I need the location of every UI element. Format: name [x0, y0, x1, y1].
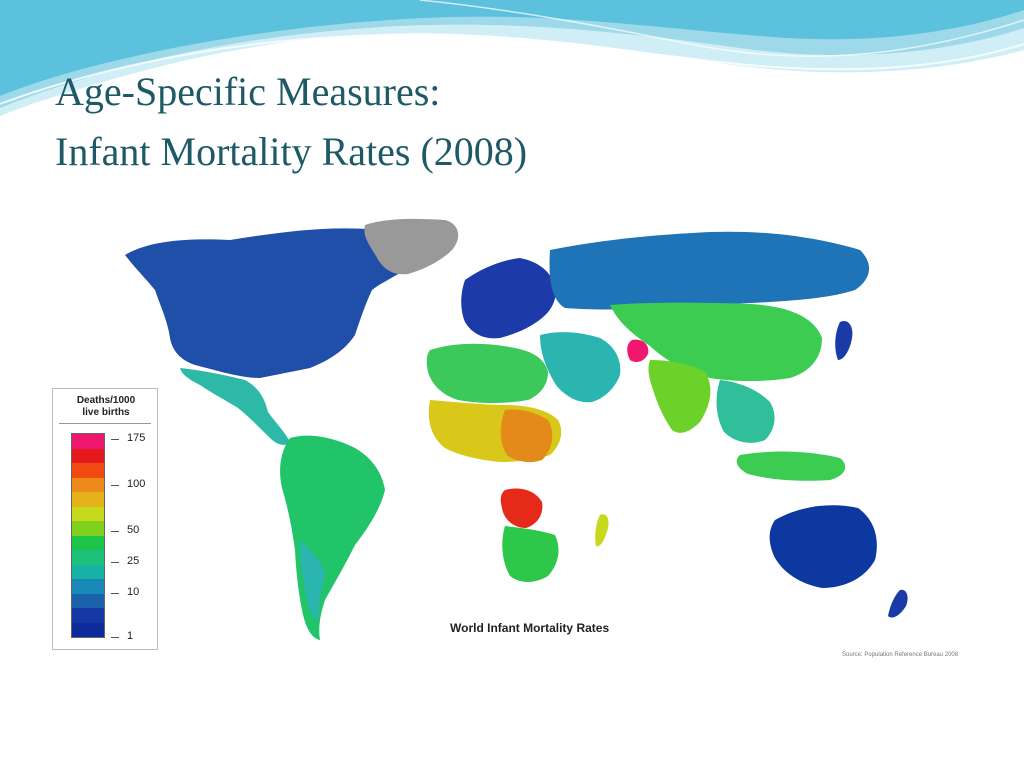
- region-madagascar: [595, 514, 609, 547]
- header-wave-decoration: [0, 0, 1024, 116]
- region-japan: [835, 320, 853, 360]
- region-central-asia-china: [610, 302, 822, 381]
- legend-color-swatch: [72, 564, 104, 579]
- legend-title-line2: live births: [82, 407, 130, 418]
- world-map: [125, 218, 908, 640]
- legend-color-swatch: [72, 506, 104, 521]
- legend-tick-1: 1: [127, 630, 134, 642]
- legend-tick-line: [111, 637, 119, 638]
- legend-color-swatch: [72, 521, 104, 536]
- legend-color-scale: [71, 433, 105, 638]
- legend-tick-25: 25: [127, 555, 140, 567]
- region-middle-east: [540, 332, 621, 403]
- legend-color-swatch: [72, 608, 104, 623]
- region-north-america: [125, 228, 414, 378]
- region-russia: [549, 231, 870, 310]
- legend-color-swatch: [72, 622, 104, 637]
- wave-highlight: [0, 34, 1024, 105]
- legend-color-swatch: [72, 550, 104, 565]
- region-southern-cone: [300, 540, 325, 622]
- region-south-asia: [648, 360, 711, 433]
- legend-color-swatch: [72, 492, 104, 507]
- slide-title-line2: Infant Mortality Rates (2008): [55, 129, 528, 174]
- legend-tick-50: 50: [127, 524, 140, 536]
- legend-color-swatch: [72, 434, 104, 449]
- map-legend: Deaths/1000 live births 175 100 50 25 10…: [52, 388, 158, 650]
- legend-tick-10: 10: [127, 586, 140, 598]
- wave-front: [0, 0, 1024, 96]
- region-indonesia: [736, 451, 846, 481]
- region-australia: [769, 505, 877, 588]
- legend-color-swatch: [72, 535, 104, 550]
- legend-title: Deaths/1000 live births: [53, 395, 159, 419]
- legend-color-swatch: [72, 448, 104, 463]
- map-source-note: Source: Population Reference Bureau 2008: [842, 652, 959, 658]
- region-central-africa: [500, 409, 553, 463]
- legend-color-swatch: [72, 463, 104, 478]
- legend-tick-line: [111, 485, 119, 486]
- wave-highlight-2: [419, 0, 1024, 57]
- legend-tick-line: [111, 593, 119, 594]
- region-southern-africa: [502, 526, 559, 582]
- region-europe: [461, 258, 556, 339]
- legend-color-swatch: [72, 579, 104, 594]
- region-new-zealand: [888, 589, 908, 618]
- legend-tick-line: [111, 562, 119, 563]
- region-angola: [500, 488, 543, 528]
- region-south-america: [280, 435, 385, 640]
- legend-tick-line: [111, 439, 119, 440]
- map-caption: World Infant Mortality Rates: [450, 621, 610, 635]
- region-central-america: [180, 368, 290, 445]
- legend-divider: [59, 423, 151, 424]
- legend-color-swatch: [72, 593, 104, 608]
- region-north-africa: [426, 343, 548, 403]
- legend-title-line1: Deaths/1000: [76, 395, 136, 406]
- region-greenland: [364, 218, 459, 275]
- legend-tick-line: [111, 531, 119, 532]
- region-afghanistan: [627, 339, 649, 362]
- slide-title-line1: Age-Specific Measures:: [55, 69, 441, 114]
- region-southeast-asia: [716, 380, 775, 443]
- legend-tick-175: 175: [127, 432, 146, 444]
- legend-tick-100: 100: [127, 478, 146, 490]
- legend-color-swatch: [72, 477, 104, 492]
